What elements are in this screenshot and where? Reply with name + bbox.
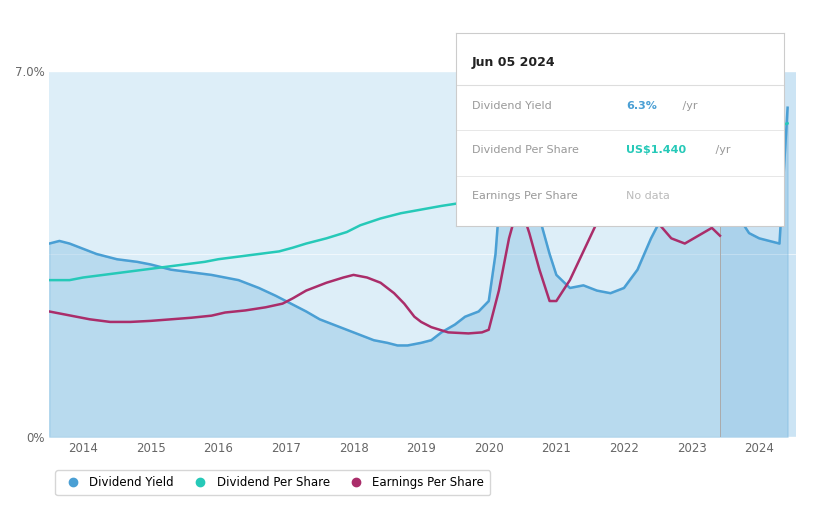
Text: /yr: /yr [679, 101, 698, 111]
Bar [720, 71, 796, 437]
Text: Dividend Yield: Dividend Yield [472, 101, 552, 111]
Text: 6.3%: 6.3% [626, 101, 658, 111]
Text: /yr: /yr [712, 145, 731, 155]
Text: Jun 05 2024: Jun 05 2024 [472, 56, 556, 69]
Text: US$1.440: US$1.440 [626, 145, 686, 155]
Text: Dividend Per Share: Dividend Per Share [472, 145, 579, 155]
Legend: Dividend Yield, Dividend Per Share, Earnings Per Share: Dividend Yield, Dividend Per Share, Earn… [55, 470, 490, 495]
Text: Past: Past [723, 77, 748, 89]
Text: No data: No data [626, 192, 670, 201]
Text: Earnings Per Share: Earnings Per Share [472, 192, 578, 201]
